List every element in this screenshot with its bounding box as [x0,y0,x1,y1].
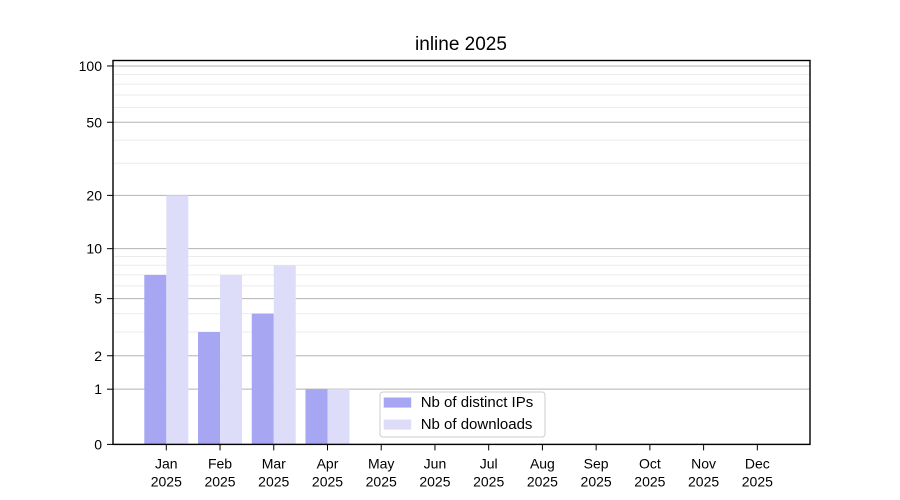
svg-text:Nb of downloads: Nb of downloads [421,416,533,433]
svg-text:10: 10 [86,241,102,257]
svg-text:Jul: Jul [480,455,498,471]
svg-text:100: 100 [79,58,103,74]
svg-text:May: May [368,455,394,471]
svg-text:2025: 2025 [688,473,719,489]
svg-text:2: 2 [94,348,102,364]
svg-text:50: 50 [86,114,102,130]
svg-text:2025: 2025 [204,473,235,489]
svg-text:Aug: Aug [530,455,555,471]
svg-text:2025: 2025 [312,473,343,489]
svg-text:Nb of distinct IPs: Nb of distinct IPs [421,394,534,411]
svg-text:2025: 2025 [151,473,182,489]
svg-text:5: 5 [94,291,102,307]
svg-text:2025: 2025 [473,473,504,489]
svg-text:Mar: Mar [262,455,286,471]
svg-text:2025: 2025 [258,473,289,489]
svg-text:Jan: Jan [155,455,178,471]
svg-text:2025: 2025 [742,473,773,489]
svg-text:2025: 2025 [419,473,450,489]
svg-text:2025: 2025 [581,473,612,489]
svg-text:2025: 2025 [634,473,665,489]
svg-text:Nov: Nov [691,455,716,471]
svg-text:Sep: Sep [584,455,609,471]
svg-text:0: 0 [94,436,102,452]
svg-text:1: 1 [94,381,102,397]
svg-text:Dec: Dec [745,455,770,471]
svg-text:inline 2025: inline 2025 [415,34,507,55]
svg-text:2025: 2025 [527,473,558,489]
svg-text:Oct: Oct [639,455,661,471]
svg-text:20: 20 [86,187,102,203]
svg-text:Apr: Apr [317,455,339,471]
svg-text:Feb: Feb [208,455,232,471]
svg-text:Jun: Jun [424,455,447,471]
svg-text:2025: 2025 [366,473,397,489]
